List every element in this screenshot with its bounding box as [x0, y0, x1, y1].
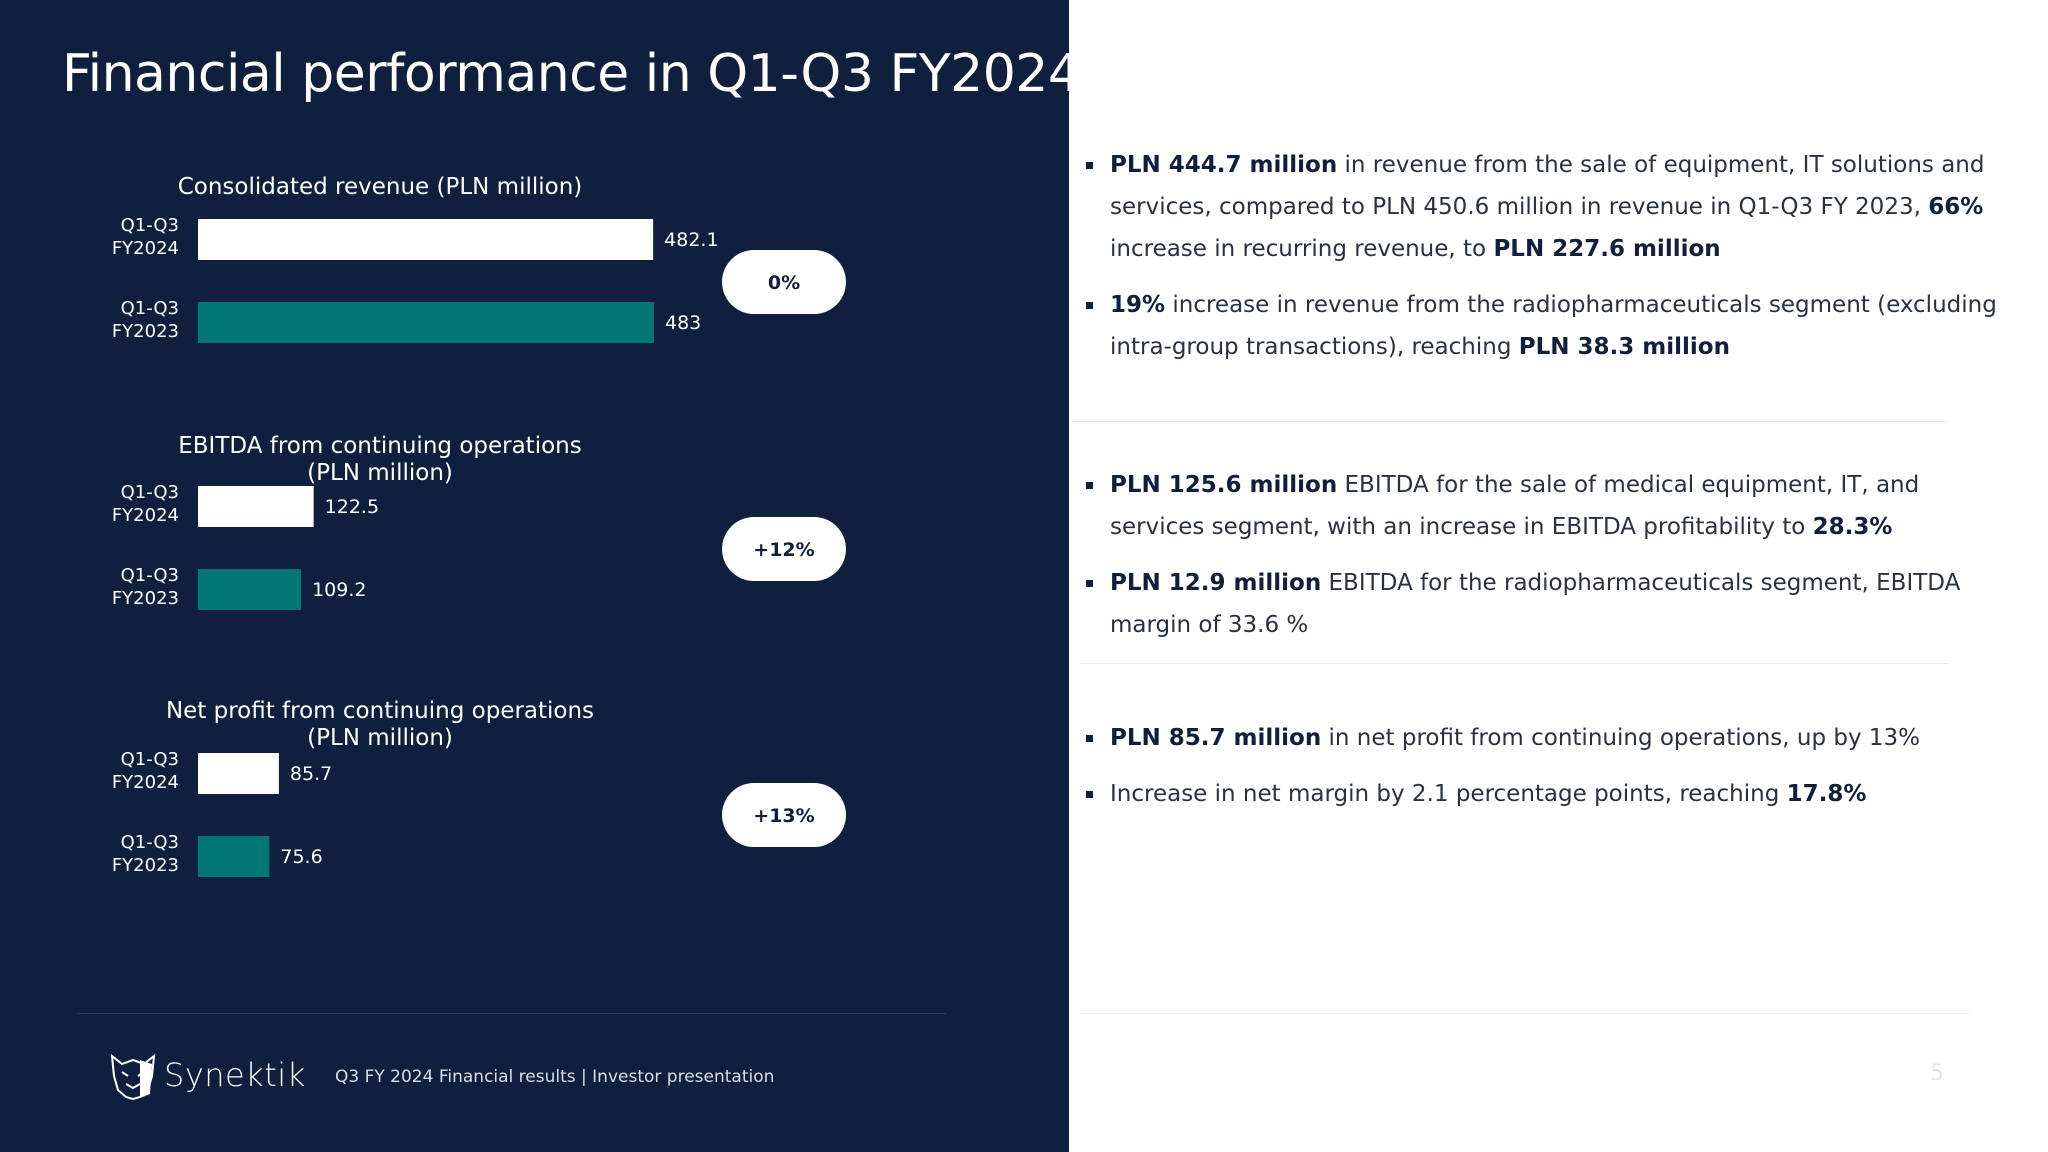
- bullet-marker: [1086, 482, 1093, 489]
- bar-charts: Consolidated revenue (PLN million) 482.1 Q…: [112, 174, 846, 877]
- bullet-marker: [1086, 580, 1093, 587]
- bullet-highlight: PLN 38.3 million: [1518, 334, 1730, 360]
- left-panel: [0, 0, 1069, 1152]
- bullet-marker: [1086, 735, 1093, 742]
- chart-title: (PLN million): [307, 725, 453, 751]
- bullet-item: PLN 12.9 million EBITDA for the radiopha…: [1080, 562, 2010, 646]
- category-label: Q1-Q3: [121, 298, 179, 319]
- change-badge-text: +13%: [753, 805, 814, 827]
- ebitda-bullets: PLN 125.6 million EBITDA for the sale of…: [1080, 464, 2010, 660]
- chart-title: Net profit from continuing operations: [166, 698, 594, 724]
- bullet-text: increase in revenue from the radiopharma…: [1110, 292, 1997, 360]
- bullet-item: PLN 444.7 million in revenue from the sa…: [1080, 144, 2010, 270]
- bullet-text: in net profit from continuing operations…: [1321, 725, 1921, 751]
- page-title: Financial performance in Q1-Q3 FY2024: [62, 44, 1081, 104]
- bar-current-year: [198, 219, 654, 260]
- bullet-text: EBITDA for the sale of medical equipment…: [1110, 472, 1920, 540]
- bullet-highlight: 19%: [1110, 292, 1166, 318]
- chart-title: EBITDA from continuing operations: [178, 433, 581, 459]
- bullet-marker: [1086, 162, 1093, 169]
- bullet-item: 19% increase in revenue from the radioph…: [1080, 284, 2010, 368]
- change-badge: [722, 250, 846, 314]
- chart-title: (PLN million): [307, 460, 453, 486]
- footer-divider: [77, 1013, 946, 1014]
- value-label: 109.2: [312, 579, 366, 601]
- bullet-text: in revenue from the sale of equipment, I…: [1110, 152, 1985, 220]
- bullet-item: PLN 85.7 million in net profit from cont…: [1080, 717, 2010, 759]
- value-label: 482.1: [664, 229, 718, 251]
- separator: [1072, 421, 1947, 422]
- value-label: 85.7: [290, 763, 332, 785]
- bar-current-year: [198, 753, 279, 794]
- footer-divider: [1080, 1013, 1970, 1014]
- category-label: FY2023: [112, 855, 179, 876]
- change-badge: [722, 783, 846, 847]
- revenue-bullets: PLN 444.7 million in revenue from the sa…: [1080, 144, 2010, 382]
- change-badge: [722, 517, 846, 581]
- value-label: 75.6: [280, 846, 322, 868]
- bullet-marker: [1086, 302, 1093, 309]
- category-label: FY2024: [112, 772, 179, 793]
- bar-previous-year: [198, 836, 270, 877]
- net-profit-bullets: PLN 85.7 million in net profit from cont…: [1080, 717, 2010, 829]
- category-label: Q1-Q3: [121, 215, 179, 236]
- category-label: Q1-Q3: [121, 565, 179, 586]
- bullet-highlight: 17.8%: [1786, 781, 1867, 807]
- bullet-item: PLN 125.6 million EBITDA for the sale of…: [1080, 464, 2010, 548]
- right-panel: [1069, 0, 2048, 1152]
- bullet-highlight: PLN 125.6 million: [1110, 472, 1338, 498]
- bullet-text: increase in recurring revenue, to: [1110, 236, 1494, 262]
- company-logo: Synektik: [108, 1050, 306, 1100]
- bullet-highlight: PLN 227.6 million: [1493, 236, 1721, 262]
- bullet-text: EBITDA for the radiopharmaceuticals segm…: [1110, 570, 1961, 638]
- separator: [1080, 663, 1948, 664]
- category-label: FY2023: [112, 588, 179, 609]
- bullet-highlight: PLN 85.7 million: [1110, 725, 1322, 751]
- bullet-highlight: PLN 12.9 million: [1110, 570, 1322, 596]
- logo-icon: [110, 1053, 156, 1100]
- bullet-item: Increase in net margin by 2.1 percentage…: [1080, 773, 2010, 815]
- value-label: 483: [665, 312, 701, 334]
- category-label: Q1-Q3: [121, 749, 179, 770]
- bullet-highlight: 66%: [1928, 194, 1984, 220]
- logo-text: Synektik: [164, 1056, 306, 1094]
- category-label: FY2023: [112, 321, 179, 342]
- category-label: Q1-Q3: [121, 832, 179, 853]
- bar-previous-year: [198, 302, 654, 343]
- bar-previous-year: [198, 569, 302, 610]
- footer-text: Q3 FY 2024 Financial results | Investor …: [335, 1067, 775, 1087]
- chart-title: Consolidated revenue (PLN million): [178, 174, 583, 200]
- bullet-highlight: 28.3%: [1812, 514, 1893, 540]
- page-number: 5: [1930, 1061, 1944, 1086]
- bullet-marker: [1086, 791, 1093, 798]
- value-label: 122.5: [325, 496, 379, 518]
- change-badge-text: 0%: [768, 272, 800, 294]
- category-label: FY2024: [112, 505, 179, 526]
- bar-current-year: [198, 486, 314, 527]
- bullet-highlight: PLN 444.7 million: [1110, 152, 1338, 178]
- change-badge-text: +12%: [753, 539, 814, 561]
- category-label: FY2024: [112, 238, 179, 259]
- bullet-text: Increase in net margin by 2.1 percentage…: [1110, 781, 1787, 807]
- category-label: Q1-Q3: [121, 482, 179, 503]
